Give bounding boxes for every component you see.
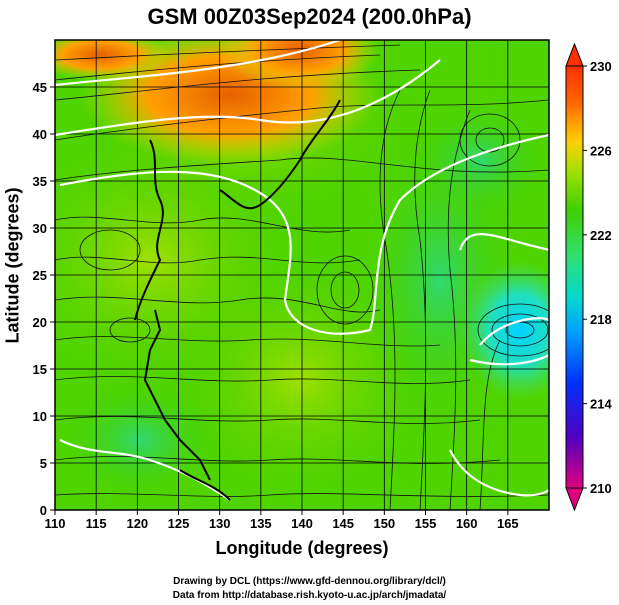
x-tick-label: 130: [209, 516, 231, 531]
chart-title: GSM 00Z03Sep2024 (200.0hPa): [147, 4, 472, 29]
y-tick-label: 20: [33, 315, 47, 330]
x-tick-label: 135: [250, 516, 272, 531]
x-tick-label: 125: [168, 516, 190, 531]
y-tick-label: 45: [33, 80, 47, 95]
colorbar: 230 226 222 218 214 210: [565, 42, 612, 512]
y-tick-label: 35: [33, 174, 47, 189]
colorbar-tick-label: 210: [590, 481, 612, 496]
height-contours: [55, 40, 549, 501]
graticule: [55, 40, 549, 510]
colorbar-max-arrow: [565, 42, 584, 67]
colorbar-tick-label: 230: [590, 59, 612, 74]
x-tick-label: 120: [126, 516, 148, 531]
x-tick-label: 155: [415, 516, 437, 531]
y-tick-label: 10: [33, 409, 47, 424]
x-tick-label: 150: [373, 516, 395, 531]
y-tick-label: 15: [33, 362, 47, 377]
coastline: [134, 99, 341, 501]
x-tick-label: 140: [291, 516, 313, 531]
temperature-field: [55, 40, 549, 510]
x-tick-label: 115: [86, 516, 107, 531]
x-axis-label: Longitude (degrees): [215, 538, 389, 558]
y-tick-label: 5: [40, 456, 47, 471]
y-tick-label: 25: [33, 268, 47, 283]
credit-data: Data from http://database.rish.kyoto-u.a…: [172, 590, 447, 601]
colorbar-tick-label: 218: [590, 312, 612, 327]
streamlines: [55, 44, 549, 510]
x-tick-label: 160: [456, 516, 478, 531]
colorbar-tick-label: 214: [590, 397, 612, 412]
y-tick-label: 0: [40, 503, 47, 518]
x-tick-label: 165: [497, 516, 519, 531]
y-tick-label: 30: [33, 221, 47, 236]
x-axis-ticks: 110 115 120 125 130 135 140 145 150 155 160 165: [45, 510, 519, 531]
y-axis-ticks: 0 5 10 15 20 25 30 35 40 45: [33, 80, 55, 518]
credit-drawing: Drawing by DCL (https://www.gfd-dennou.o…: [173, 576, 446, 587]
colorbar-tick-label: 222: [590, 228, 612, 243]
x-tick-label: 110: [45, 516, 66, 531]
colorbar-min-arrow: [565, 487, 584, 512]
colorbar-tick-label: 226: [590, 143, 612, 158]
x-tick-label: 145: [332, 516, 354, 531]
y-tick-label: 40: [33, 127, 47, 142]
